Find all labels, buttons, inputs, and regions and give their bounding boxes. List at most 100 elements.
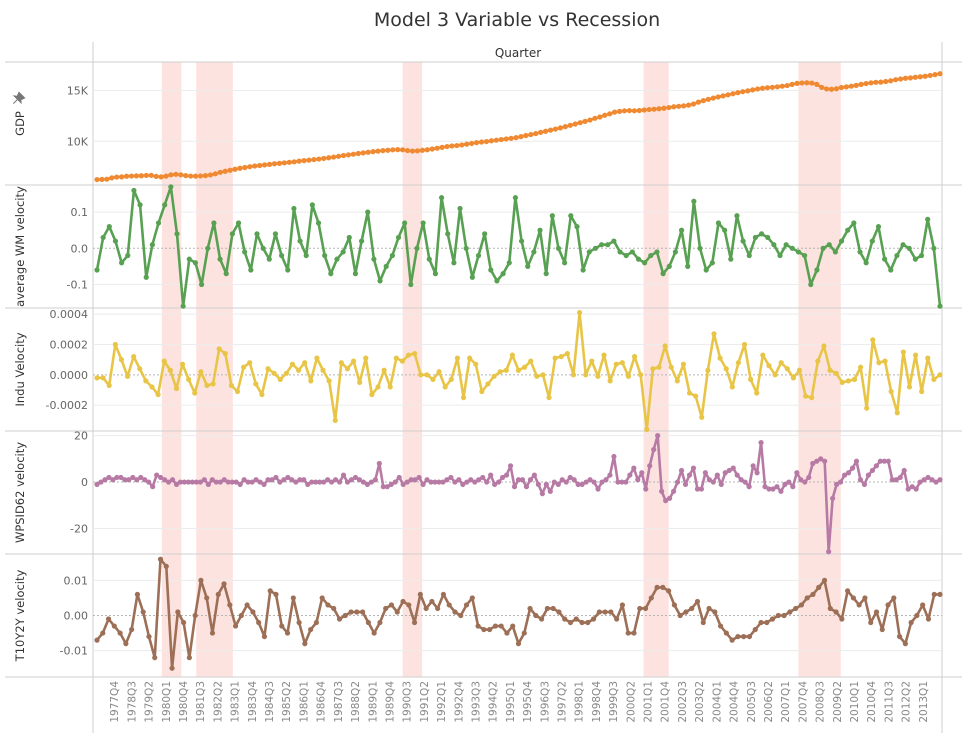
data-point (217, 256, 223, 262)
data-point (723, 366, 729, 372)
data-point (912, 256, 918, 262)
data-point (452, 479, 458, 485)
data-point (428, 479, 434, 485)
data-point (937, 303, 943, 309)
x-tick-label: 1979Q2 (144, 681, 156, 723)
x-tick-label: 2004Q1 (711, 681, 723, 723)
data-point (927, 72, 933, 79)
data-point (100, 375, 106, 381)
data-point (762, 484, 768, 490)
data-point (223, 271, 229, 277)
data-point (875, 224, 882, 230)
data-point (229, 479, 235, 485)
data-point (394, 609, 400, 615)
data-point (858, 81, 864, 87)
data-point (676, 103, 682, 109)
data-point (365, 149, 371, 155)
recession-band-4 (643, 62, 669, 677)
data-point (605, 242, 611, 248)
data-point (648, 252, 654, 259)
y-axis-label: T10Y2Y velocity (13, 569, 27, 662)
data-point (326, 155, 332, 161)
data-point (885, 458, 891, 464)
data-point (276, 160, 282, 166)
data-point (418, 372, 424, 378)
data-point (608, 609, 614, 615)
y-tick-label: -0.0002 (46, 399, 88, 412)
data-point (730, 91, 736, 97)
data-point (833, 86, 840, 92)
data-point (583, 479, 589, 485)
data-point (493, 137, 499, 143)
data-point (284, 630, 291, 636)
data-point (881, 458, 887, 464)
data-point (416, 474, 422, 481)
data-point (309, 202, 315, 208)
data-point (691, 198, 697, 204)
data-point (473, 361, 479, 367)
data-point (589, 358, 595, 364)
data-point (205, 481, 211, 487)
data-point (639, 470, 645, 476)
data-point (249, 479, 255, 485)
data-point (123, 641, 129, 647)
data-point (332, 477, 339, 483)
data-point (549, 213, 555, 219)
data-point (316, 156, 322, 162)
data-point (726, 467, 732, 474)
data-point (492, 481, 498, 487)
data-point (556, 609, 562, 615)
data-point (181, 619, 187, 626)
data-point (754, 470, 760, 476)
data-point (250, 609, 256, 615)
data-point (271, 161, 278, 167)
data-point (387, 384, 393, 390)
data-point (119, 260, 125, 266)
data-point (420, 220, 426, 226)
data-point (897, 474, 903, 481)
data-point (242, 249, 248, 255)
data-point (853, 458, 860, 464)
data-point (806, 474, 812, 481)
data-point (390, 147, 396, 153)
data-point (888, 388, 894, 395)
data-point (142, 477, 148, 483)
data-point (592, 115, 598, 121)
data-point (555, 481, 561, 487)
data-point (389, 252, 395, 259)
data-point (635, 477, 641, 483)
data-point (302, 360, 308, 366)
y-axis-label: GDP (13, 111, 27, 136)
data-point (783, 242, 789, 248)
data-point (112, 341, 118, 348)
data-point (619, 479, 625, 485)
data-point (667, 495, 673, 501)
data-point (833, 609, 839, 615)
data-point (917, 74, 923, 80)
data-point (222, 168, 228, 174)
data-point (400, 481, 406, 487)
data-point (472, 479, 478, 485)
data-point (857, 364, 864, 370)
data-point (424, 372, 430, 378)
data-point (931, 591, 937, 598)
data-point (621, 108, 628, 114)
data-point (603, 477, 609, 483)
data-point (698, 486, 705, 492)
data-point (233, 479, 239, 485)
data-point (901, 467, 907, 474)
data-point (301, 158, 307, 164)
data-point (174, 231, 180, 237)
data-point (810, 591, 816, 598)
data-point (468, 477, 474, 483)
data-point (228, 382, 234, 389)
data-point (340, 249, 346, 255)
data-point (498, 136, 504, 143)
data-point (186, 376, 192, 382)
data-point (626, 107, 633, 114)
data-point (710, 95, 716, 101)
data-point (611, 238, 617, 244)
data-point (908, 619, 914, 626)
pin-icon[interactable] (10, 91, 26, 108)
data-point (125, 252, 131, 259)
